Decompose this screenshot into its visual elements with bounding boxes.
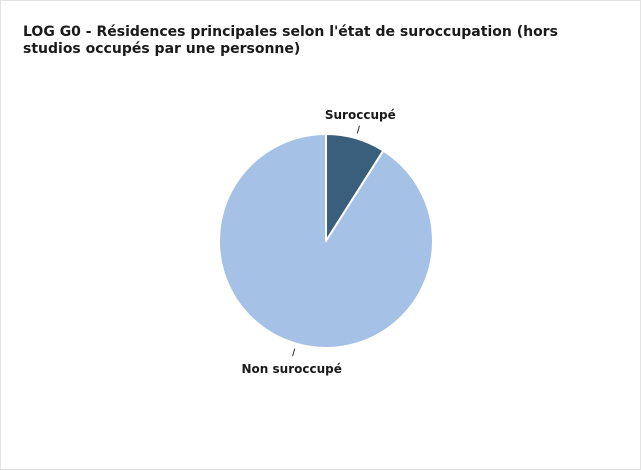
chart-title: LOG G0 - Résidences principales selon l'… [23,24,558,57]
pie-slice-non-suroccupe[interactable] [218,133,434,349]
label-connector-suroccupe [356,125,360,134]
label-connector-non-suroccupe [292,348,296,357]
slice-label-suroccupe: Suroccupé [325,108,396,122]
slice-label-non-suroccupe: Non suroccupé [242,362,342,376]
